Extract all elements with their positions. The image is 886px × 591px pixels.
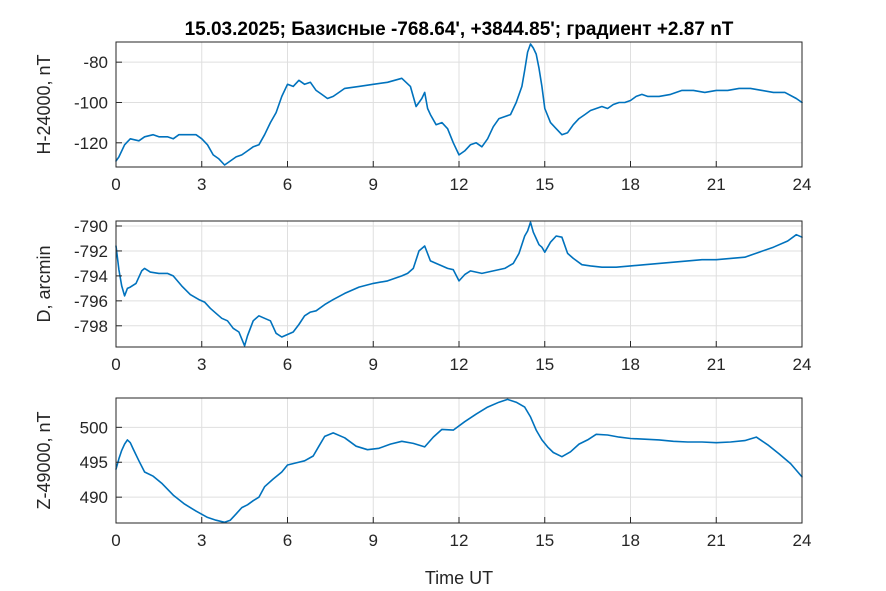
- panel-z-xtick-label: 9: [369, 531, 378, 550]
- panel-d-xtick-label: 3: [197, 355, 206, 374]
- panel-d-xtick-label: 12: [450, 355, 469, 374]
- panel-d-ylabel: D, arcmin: [34, 245, 54, 322]
- panel-d-xtick-label: 18: [621, 355, 640, 374]
- panel-d-series-line: [115, 221, 803, 347]
- panel-d-ytick-label: -790: [74, 217, 108, 236]
- panel-z-xtick-label: 24: [793, 531, 812, 550]
- x-axis-label: Time UT: [425, 568, 493, 588]
- panel-h-xtick-label: 15: [535, 175, 554, 194]
- panel-z-ytick-label: 490: [80, 488, 108, 507]
- panel-z-ylabel: Z-49000, nT: [34, 411, 54, 509]
- panel-h-ytick-label: -100: [74, 93, 108, 112]
- panel-z-xtick-label: 15: [535, 531, 554, 550]
- panel-d: 0 3 6 9 12 15 18 21 24 -798 -796 -794 -792 -790 D, ar…: [34, 217, 811, 374]
- panel-h-ytick-label: -120: [74, 134, 108, 153]
- panel-d-ytick-label: -798: [74, 317, 108, 336]
- panel-h-ticks: 0 3 6 9 12 15 18 21 24 -120 -100 -80: [74, 53, 811, 194]
- figure-title: 15.03.2025; Базисные -768.64', +3844.85'…: [185, 19, 734, 40]
- panel-h-xtick-label: 24: [793, 175, 812, 194]
- panel-z-xtick-label: 18: [621, 531, 640, 550]
- panel-h-xtick-label: 0: [111, 175, 120, 194]
- panel-d-xtick-label: 21: [707, 355, 726, 374]
- panel-d-xtick-label: 15: [535, 355, 554, 374]
- panel-z-ytick-label: 500: [80, 418, 108, 437]
- panel-h-xtick-label: 12: [450, 175, 469, 194]
- panel-z-ytick-label: 495: [80, 453, 108, 472]
- panel-d-ytick-label: -792: [74, 242, 108, 261]
- panel-z-series-line: [115, 398, 803, 524]
- panel-z-xtick-label: 12: [450, 531, 469, 550]
- panel-z-xtick-label: 0: [111, 531, 120, 550]
- panel-z-xtick-label: 3: [197, 531, 206, 550]
- panel-h-xtick-label: 18: [621, 175, 640, 194]
- panel-d-xtick-label: 0: [111, 355, 120, 374]
- panel-d-ytick-label: -796: [74, 292, 108, 311]
- panel-h: 0 3 6 9 12 15 18 21 24 -120 -100 -80 H-24000, nT: [34, 41, 811, 194]
- panel-h-xtick-label: 6: [283, 175, 292, 194]
- panel-h-xtick-label: 9: [369, 175, 378, 194]
- panel-d-ticks: 0 3 6 9 12 15 18 21 24 -798 -796 -794 -792 -790: [74, 217, 811, 374]
- panel-d-grid: [115, 221, 803, 347]
- panel-h-xtick-label: 21: [707, 175, 726, 194]
- panel-h-series-line: [115, 43, 803, 166]
- panel-d-ytick-label: -794: [74, 267, 108, 286]
- panel-h-xtick-label: 3: [197, 175, 206, 194]
- panel-d-xtick-label: 24: [793, 355, 812, 374]
- panel-z-ticks: 0 3 6 9 12 15 18 21 24 490 495 500: [80, 418, 812, 550]
- panel-d-xtick-label: 6: [283, 355, 292, 374]
- panel-h-ytick-label: -80: [83, 53, 108, 72]
- panel-z-xtick-label: 6: [283, 531, 292, 550]
- panel-h-ylabel: H-24000, nT: [34, 54, 54, 154]
- panel-z-xtick-label: 21: [707, 531, 726, 550]
- panel-z: 0 3 6 9 12 15 18 21 24 490 495 500 Z-49000, nT: [34, 397, 812, 550]
- panel-d-xtick-label: 9: [369, 355, 378, 374]
